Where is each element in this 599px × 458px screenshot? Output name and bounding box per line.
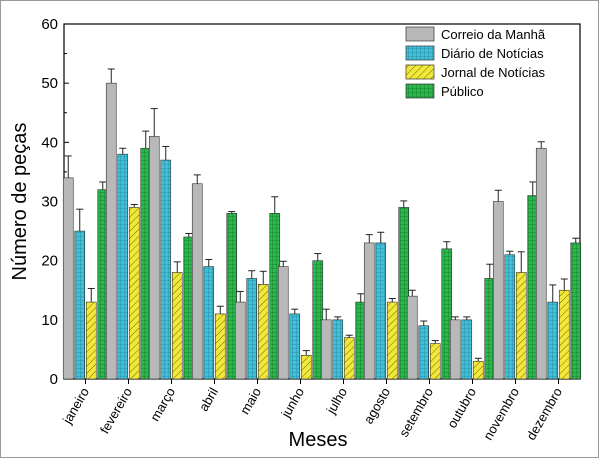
bar xyxy=(148,136,160,380)
y-tick-label: 50 xyxy=(41,75,58,92)
bar xyxy=(171,272,183,380)
x-tick-label: agosto xyxy=(361,385,394,426)
y-tick-label: 10 xyxy=(41,312,58,329)
bar xyxy=(246,278,258,380)
y-axis-label: Número de peças xyxy=(9,123,31,281)
x-tick-label: dezembro xyxy=(523,385,565,443)
x-tick-label: abril xyxy=(196,385,221,414)
bar xyxy=(558,289,570,380)
bar xyxy=(570,242,582,380)
bar xyxy=(74,230,86,380)
bar xyxy=(191,183,203,380)
bar xyxy=(105,82,117,380)
bar xyxy=(547,301,559,380)
legend-swatch xyxy=(405,45,435,61)
x-tick-label: março xyxy=(147,385,178,424)
bar xyxy=(449,319,461,380)
x-tick-label: julho xyxy=(323,385,350,417)
bar xyxy=(320,319,332,380)
bar xyxy=(343,337,355,380)
y-tick-label: 60 xyxy=(41,16,58,33)
x-tick-label: janeiro xyxy=(59,385,92,427)
bar xyxy=(277,266,289,380)
x-tick-label: fevereiro xyxy=(97,385,135,436)
bar xyxy=(160,159,172,380)
legend-label: Diário de Notícias xyxy=(441,46,544,61)
y-tick-label: 0 xyxy=(50,371,58,388)
legend-swatch xyxy=(405,26,435,42)
x-tick-label: novembro xyxy=(480,385,522,443)
bar xyxy=(62,177,74,380)
y-tick-label: 20 xyxy=(41,253,58,270)
bar xyxy=(300,355,312,380)
legend-swatch xyxy=(405,83,435,99)
bar-series-group xyxy=(62,68,582,380)
x-tick-label: outubro xyxy=(444,385,479,431)
x-axis-label: Meses xyxy=(289,429,348,451)
x-tick-label: junho xyxy=(278,385,307,421)
bar xyxy=(214,313,226,380)
bar xyxy=(461,319,473,380)
bar xyxy=(203,266,215,380)
bar xyxy=(234,301,246,380)
bar xyxy=(289,313,301,380)
bar xyxy=(504,254,516,380)
bar xyxy=(492,201,504,380)
y-tick-label: 30 xyxy=(41,194,58,211)
bar xyxy=(128,207,140,380)
bar xyxy=(406,295,418,380)
bar xyxy=(535,147,547,380)
legend: Correio da Manhã Diário de Notícias Jornal… xyxy=(405,26,546,99)
legend-swatch xyxy=(405,64,435,80)
y-tick-label: 40 xyxy=(41,134,58,151)
bar xyxy=(85,301,97,380)
bar xyxy=(418,325,430,380)
bar xyxy=(386,301,398,380)
legend-label: Público xyxy=(441,84,484,99)
bar xyxy=(332,319,344,380)
x-tick-label: maio xyxy=(237,385,264,417)
legend-label: Correio da Manhã xyxy=(441,27,546,42)
legend-label: Jornal de Notícias xyxy=(441,65,546,80)
bar xyxy=(515,272,527,380)
bar xyxy=(117,153,129,380)
bar xyxy=(257,284,269,380)
bar xyxy=(363,242,375,380)
axis-labels: Número de peças Meses xyxy=(9,123,347,451)
bar xyxy=(472,360,484,380)
x-tick-label: setembro xyxy=(396,385,436,439)
bar xyxy=(375,242,387,380)
bar xyxy=(429,343,441,380)
